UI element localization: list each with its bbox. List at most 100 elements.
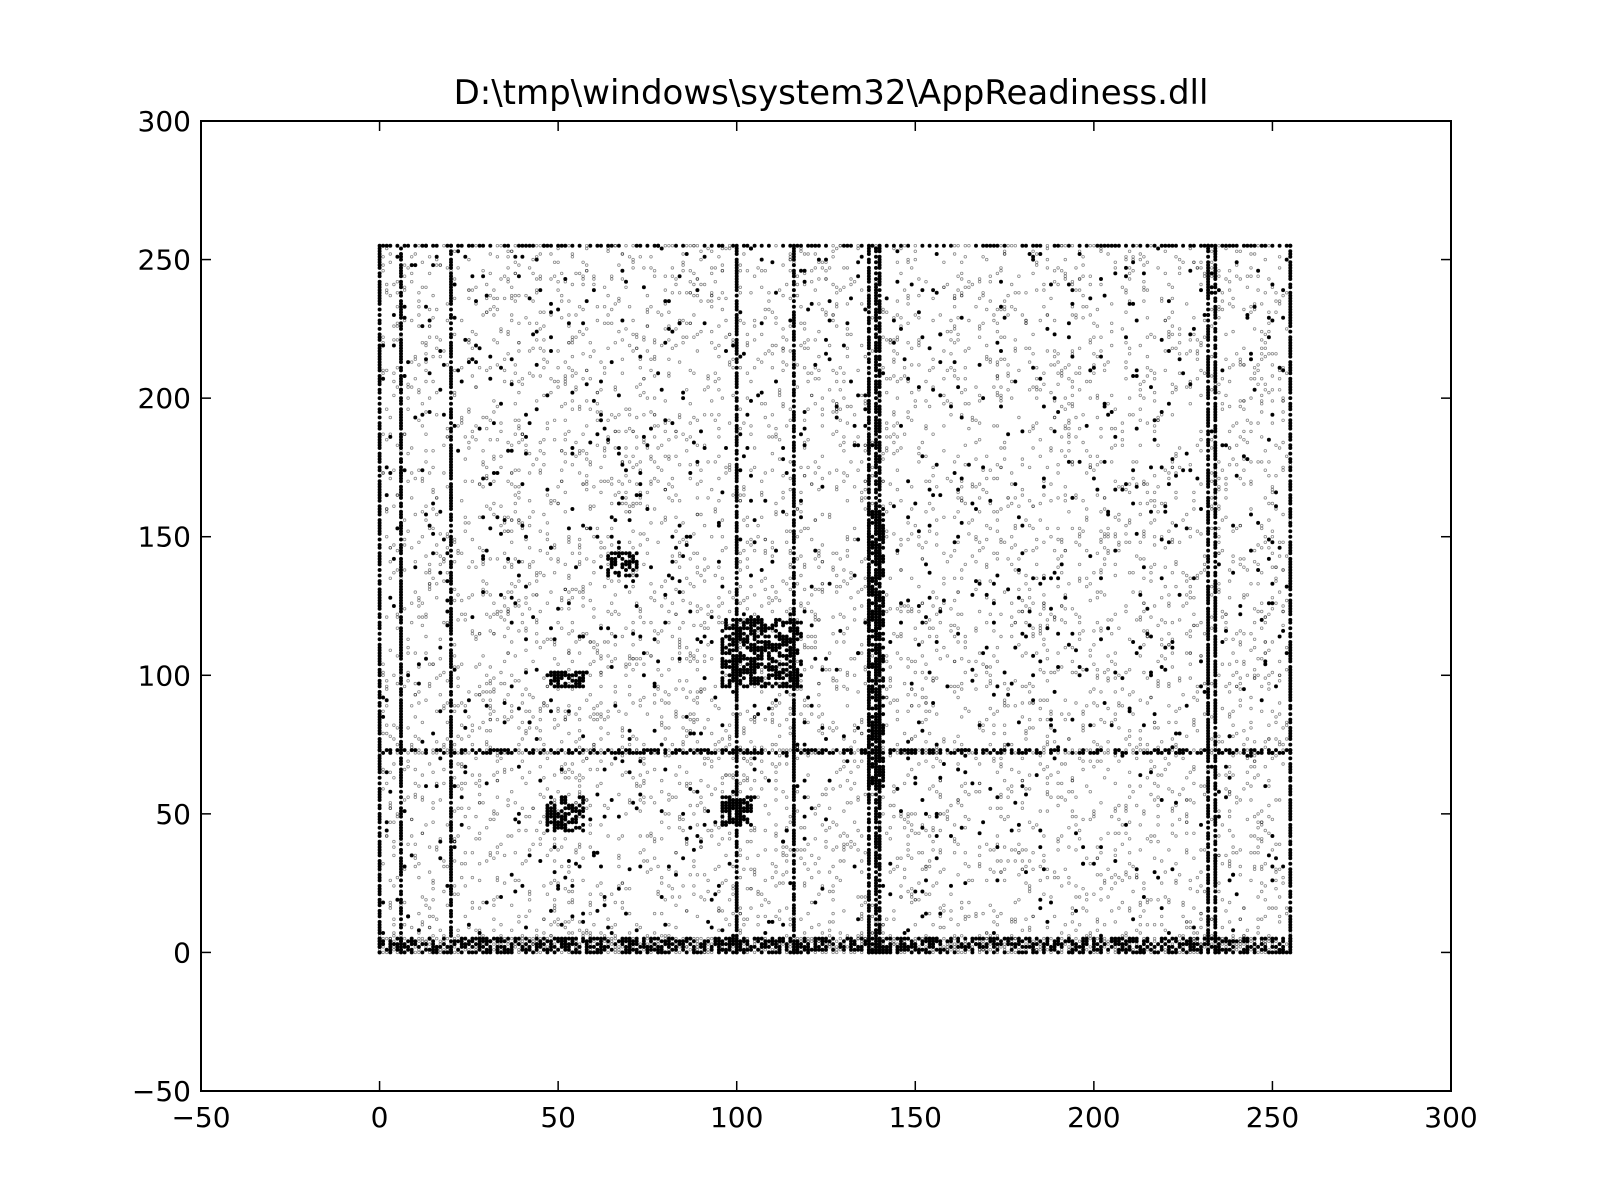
data-point [417,604,421,608]
data-point [402,518,407,522]
data-point [1084,704,1089,708]
data-point [891,504,896,509]
data-point [1145,676,1150,680]
data-point [599,931,603,935]
data-point [492,709,496,713]
data-point [1081,712,1085,716]
data-point [977,845,982,849]
data-point [1224,626,1228,630]
data-point [917,446,921,450]
data-point [1224,357,1228,361]
data-point [538,571,542,575]
data-point [785,338,789,342]
data-point [1056,371,1060,375]
data-point [549,848,553,852]
data-point [710,293,714,298]
data-point [1088,759,1092,763]
data-point [802,609,807,614]
data-point [388,476,392,481]
data-point [806,867,810,871]
data-point [852,280,857,284]
data-point [1163,546,1167,550]
data-point [681,598,685,603]
data-point [517,518,521,522]
data-point [1145,742,1150,747]
data-point [752,274,757,278]
data-point [588,407,592,411]
data-point [1245,593,1250,597]
data-point [895,352,900,356]
data-point [1070,349,1075,353]
data-point [1284,327,1289,331]
data-point [742,487,746,492]
data-point [1267,518,1271,522]
data-point [1102,776,1107,780]
data-point [788,587,792,592]
data-point [1124,335,1129,340]
data-point [685,842,689,846]
data-point [1231,872,1236,877]
data-point [1070,313,1075,317]
data-point [1231,570,1236,575]
data-point [592,712,596,716]
data-point [977,762,982,766]
data-point [1227,790,1232,794]
data-point [952,823,957,827]
data-point [667,726,671,730]
data-point [388,770,392,774]
data-point [1066,321,1071,326]
data-point [702,620,707,625]
data-point [717,740,721,744]
data-point [410,601,414,605]
data-point [688,659,692,664]
data-point [488,665,492,669]
data-point [1092,352,1096,356]
data-point [481,654,485,658]
data-point [977,399,982,403]
data-point [1099,801,1103,805]
data-point [785,845,789,849]
data-point [620,834,625,838]
data-point [892,424,896,428]
data-point [477,515,482,519]
data-point [763,537,767,542]
data-point [892,917,896,921]
data-point [752,715,757,719]
data-point [1277,659,1282,664]
data-point [627,654,632,658]
data-point [481,463,485,467]
data-point [685,729,689,733]
data-point [856,936,860,941]
data-point [592,742,596,747]
data-point [916,720,921,725]
data-point [667,792,671,797]
data-point [788,324,792,328]
data-point [691,440,696,445]
data-point [638,607,642,611]
data-point [870,914,875,919]
data-point [674,612,678,616]
data-point [677,814,682,819]
data-point [1277,634,1282,639]
data-point [1067,826,1071,830]
data-point [506,693,510,697]
data-point [545,360,550,364]
data-point [542,776,546,780]
data-point [1002,299,1007,303]
data-point [1274,310,1278,314]
data-point [413,252,417,256]
data-point [788,551,792,555]
data-point [995,529,1000,533]
data-point [638,851,642,855]
data-point [927,618,932,622]
data-point [542,338,546,342]
data-point [842,435,846,439]
data-point [1102,923,1107,927]
data-point [552,842,557,846]
data-point [506,609,510,614]
data-point [899,620,904,625]
data-point [906,257,910,262]
data-point [599,670,603,675]
data-point [642,662,646,666]
data-point [1038,438,1042,442]
